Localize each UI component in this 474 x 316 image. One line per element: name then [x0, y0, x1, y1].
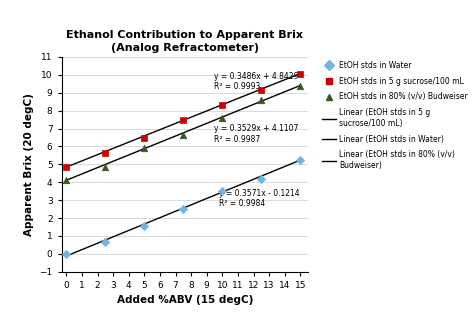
Legend: EtOH stds in Water, EtOH stds in 5 g sucrose/100 mL, EtOH stds in 80% (v/v) Budw: EtOH stds in Water, EtOH stds in 5 g suc…: [322, 61, 468, 170]
Point: [257, 88, 265, 93]
Point: [140, 224, 148, 229]
X-axis label: Added %ABV (15 degC): Added %ABV (15 degC): [117, 295, 253, 305]
Point: [101, 150, 109, 155]
Point: [63, 164, 70, 169]
Point: [101, 240, 109, 245]
Point: [219, 115, 226, 120]
Title: Ethanol Contribution to Apparent Brix
(Analog Refractometer): Ethanol Contribution to Apparent Brix (A…: [66, 30, 303, 53]
Point: [63, 251, 70, 256]
Point: [297, 71, 304, 76]
Point: [180, 207, 187, 212]
Text: y = 0.3571x - 0.1214
R² = 0.9984: y = 0.3571x - 0.1214 R² = 0.9984: [219, 189, 300, 208]
Point: [140, 136, 148, 141]
Point: [140, 146, 148, 151]
Point: [180, 117, 187, 122]
Text: y = 0.3529x + 4.1107
R² = 0.9987: y = 0.3529x + 4.1107 R² = 0.9987: [215, 124, 299, 144]
Point: [297, 84, 304, 89]
Text: y = 0.3486x + 4.8429
R² = 0.9993: y = 0.3486x + 4.8429 R² = 0.9993: [215, 71, 299, 91]
Point: [257, 176, 265, 181]
Point: [219, 189, 226, 194]
Point: [257, 97, 265, 102]
Point: [180, 132, 187, 137]
Y-axis label: Apparent Brix (20 degC): Apparent Brix (20 degC): [24, 93, 34, 236]
Point: [297, 157, 304, 162]
Point: [63, 178, 70, 183]
Point: [101, 164, 109, 169]
Point: [219, 103, 226, 108]
